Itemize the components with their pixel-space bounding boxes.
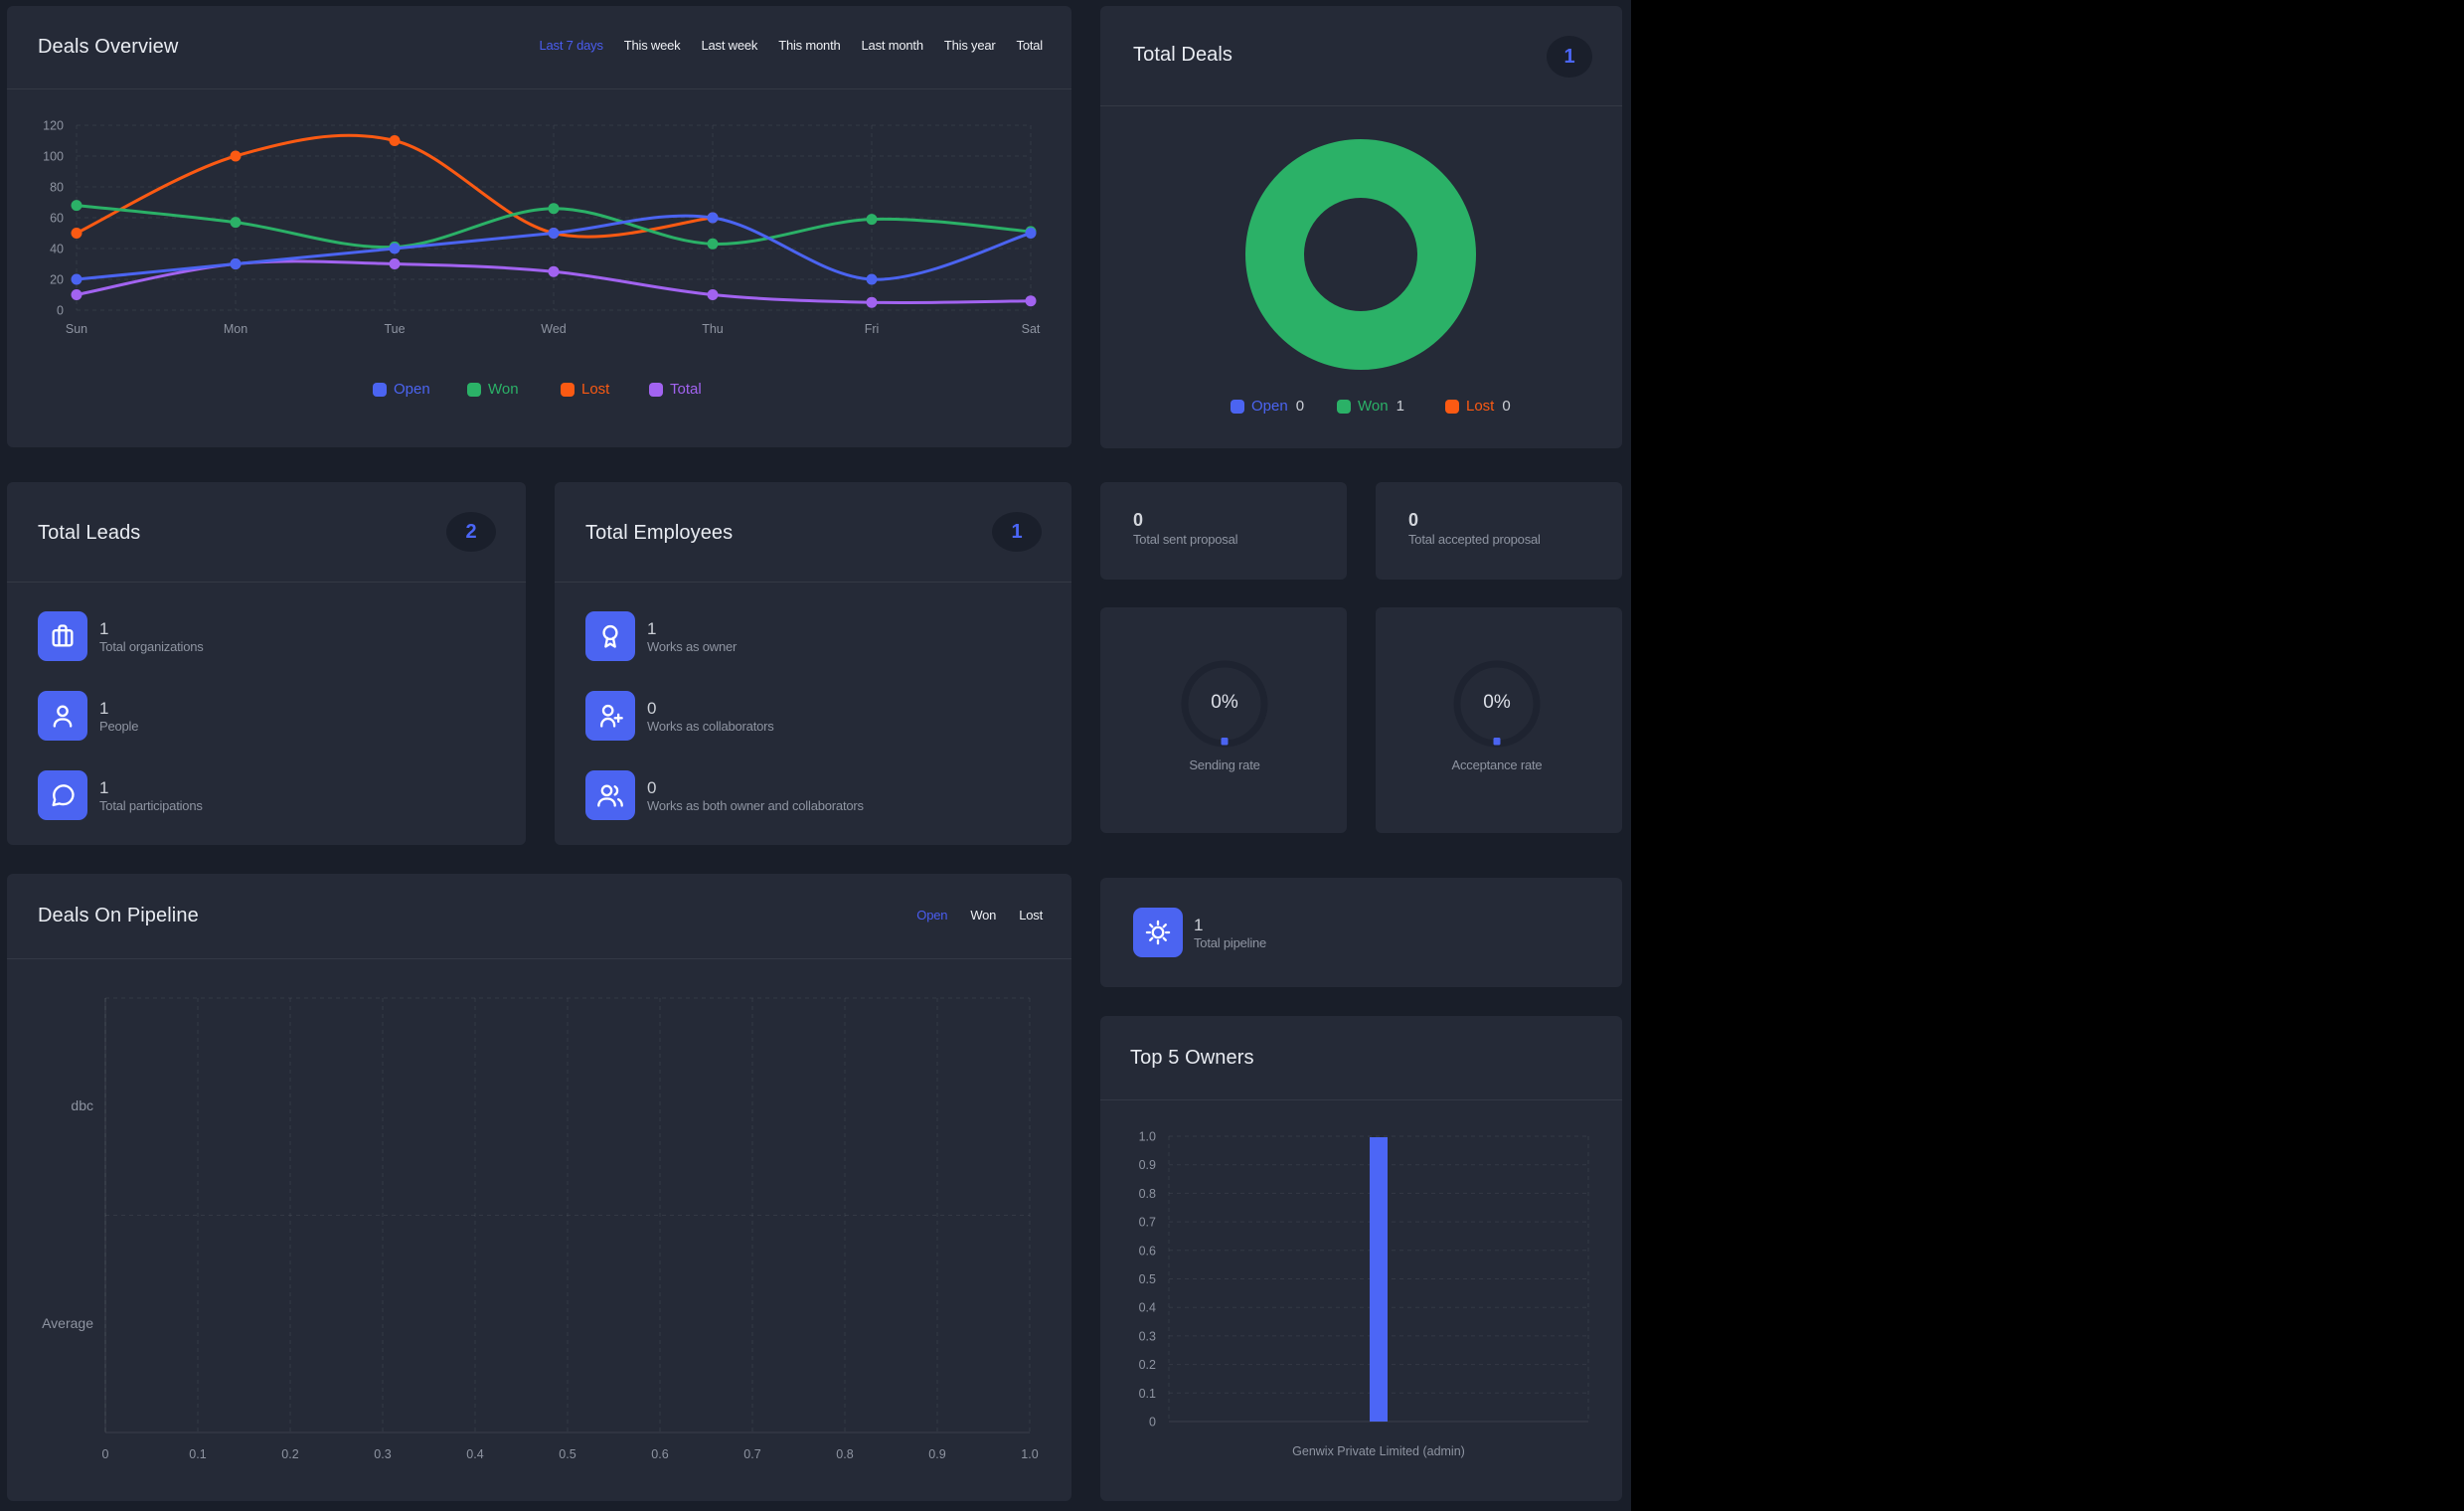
- svg-text:0.4: 0.4: [1139, 1301, 1156, 1315]
- svg-text:Genwix Private Limited (admin): Genwix Private Limited (admin): [1292, 1444, 1465, 1458]
- svg-text:0.4: 0.4: [466, 1447, 483, 1461]
- svg-text:Thu: Thu: [702, 322, 724, 336]
- svg-text:Average: Average: [42, 1315, 93, 1331]
- svg-text:0.5: 0.5: [559, 1447, 575, 1461]
- svg-text:0: 0: [1149, 1416, 1156, 1429]
- svg-text:0.2: 0.2: [281, 1447, 298, 1461]
- svg-text:0.9: 0.9: [928, 1447, 945, 1461]
- svg-text:0: 0: [102, 1447, 109, 1461]
- svg-text:0.7: 0.7: [1139, 1216, 1156, 1230]
- svg-text:Tue: Tue: [384, 322, 405, 336]
- svg-text:0.3: 0.3: [1139, 1329, 1156, 1343]
- svg-text:120: 120: [43, 119, 64, 133]
- svg-text:0.1: 0.1: [1139, 1387, 1156, 1401]
- svg-text:Sat: Sat: [1022, 322, 1041, 336]
- svg-text:0.6: 0.6: [651, 1447, 668, 1461]
- svg-text:60: 60: [50, 212, 64, 226]
- svg-text:1.0: 1.0: [1021, 1447, 1038, 1461]
- svg-text:0.3: 0.3: [374, 1447, 391, 1461]
- svg-text:Wed: Wed: [541, 322, 567, 336]
- svg-text:0.8: 0.8: [836, 1447, 853, 1461]
- svg-text:Mon: Mon: [224, 322, 247, 336]
- svg-text:dbc: dbc: [71, 1097, 93, 1113]
- svg-text:0.1: 0.1: [189, 1447, 206, 1461]
- svg-text:0.5: 0.5: [1139, 1272, 1156, 1286]
- svg-text:20: 20: [50, 273, 64, 287]
- svg-text:40: 40: [50, 243, 64, 256]
- svg-text:1.0: 1.0: [1139, 1130, 1156, 1144]
- svg-text:0: 0: [57, 304, 64, 318]
- svg-text:0.7: 0.7: [743, 1447, 760, 1461]
- svg-text:80: 80: [50, 181, 64, 195]
- svg-text:0.2: 0.2: [1139, 1358, 1156, 1372]
- svg-text:0.6: 0.6: [1139, 1244, 1156, 1258]
- svg-text:100: 100: [43, 150, 64, 164]
- svg-text:Sun: Sun: [66, 322, 87, 336]
- svg-text:0.8: 0.8: [1139, 1187, 1156, 1201]
- svg-text:0.9: 0.9: [1139, 1158, 1156, 1172]
- svg-text:Fri: Fri: [865, 322, 880, 336]
